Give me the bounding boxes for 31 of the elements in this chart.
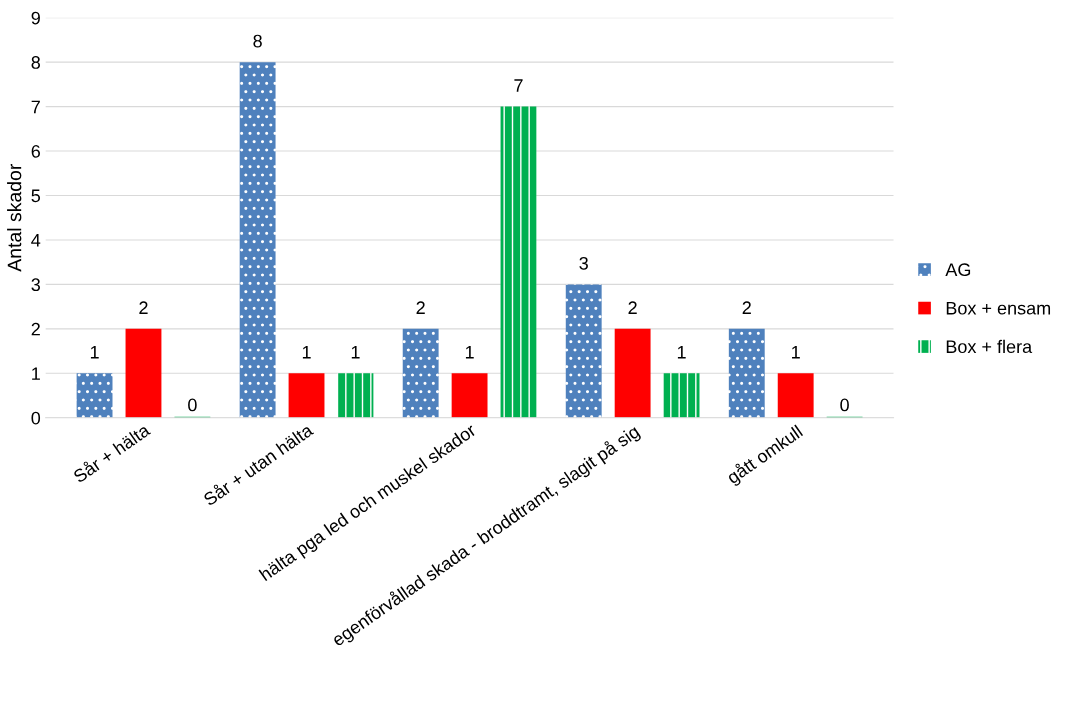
y-axis-title: Antal skador (7, 163, 22, 272)
data-label: 2 (416, 301, 425, 314)
y-tick-label: 3 (31, 278, 40, 292)
data-label: 1 (302, 345, 311, 359)
data-label: 2 (742, 301, 751, 314)
y-tick-label: 9 (31, 11, 40, 25)
legend-label: Box + ensam (946, 301, 1051, 315)
x-tick-label: Sår + hälta (71, 421, 152, 484)
y-tick-label: 1 (32, 367, 40, 380)
data-label: 1 (90, 345, 99, 359)
data-label: 0 (840, 398, 849, 412)
y-tick-label: 5 (31, 189, 41, 203)
data-label: 1 (792, 345, 800, 359)
y-tick-label: 8 (31, 56, 41, 69)
data-label: 2 (628, 301, 637, 314)
y-tick-label: 4 (31, 234, 41, 247)
legend-label: AG (945, 263, 971, 277)
legend-label: Box + flera (946, 339, 1033, 354)
data-label: 1 (465, 345, 474, 359)
data-label: 0 (188, 398, 197, 412)
data-label: 1 (351, 345, 360, 359)
y-tick-label: 2 (31, 322, 40, 336)
data-label: 3 (579, 256, 588, 270)
data-label: 1 (677, 345, 686, 359)
y-tick-label: 7 (31, 100, 40, 114)
x-tick-label: Sår + utan hälta (201, 421, 315, 507)
data-label: 2 (139, 301, 148, 314)
y-tick-label: 6 (31, 144, 40, 158)
data-label: 7 (514, 79, 523, 92)
data-label: 8 (253, 34, 262, 48)
y-tick-label: 0 (31, 411, 41, 425)
